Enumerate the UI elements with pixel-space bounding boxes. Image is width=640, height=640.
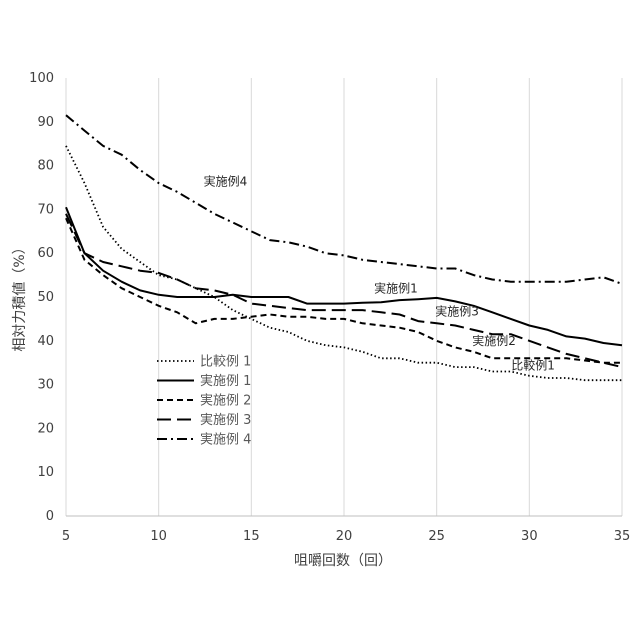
series-annotation: 比較例1 [511, 357, 555, 372]
x-tick-label: 20 [336, 529, 353, 544]
x-tick-label: 25 [428, 529, 445, 544]
y-axis-tick-labels: 0 10 20 30 40 50 60 70 80 90 100 [29, 71, 54, 524]
y-tick-label: 40 [37, 334, 54, 349]
y-tick-label: 80 [37, 159, 54, 174]
y-axis-title: 相対力積値（%） [12, 240, 28, 351]
y-tick-label: 0 [46, 509, 54, 524]
legend-label: 実施例 3 [200, 412, 251, 428]
series-annotation: 実施例1 [374, 281, 418, 296]
y-tick-label: 60 [37, 246, 54, 261]
y-tick-label: 10 [37, 465, 54, 480]
x-tick-label: 5 [62, 529, 70, 544]
series-annotation: 実施例2 [472, 333, 516, 348]
x-axis-title: 咀嚼回数（回） [294, 553, 392, 569]
y-tick-label: 20 [37, 421, 54, 436]
legend-label: 実施例 2 [200, 393, 251, 409]
x-tick-label: 10 [150, 529, 167, 544]
y-tick-label: 90 [37, 115, 54, 130]
y-tick-label: 50 [37, 290, 54, 305]
y-tick-label: 30 [37, 378, 54, 393]
x-tick-label: 30 [521, 529, 538, 544]
x-axis-tick-labels: 5 10 15 20 25 30 35 [62, 529, 630, 544]
legend-label: 比較例 1 [200, 355, 251, 370]
y-tick-label: 70 [37, 202, 54, 217]
vertical-gridlines [66, 78, 622, 516]
x-tick-label: 15 [243, 529, 260, 544]
series-annotations: 比較例1 実施例1 実施例2 実施例3 実施例4 [204, 173, 555, 372]
y-tick-label: 100 [29, 71, 54, 86]
x-tick-label: 35 [614, 529, 631, 544]
series-annotation: 実施例4 [204, 173, 248, 188]
legend-label: 実施例 1 [200, 373, 251, 389]
legend-label: 実施例 4 [200, 432, 251, 448]
legend: 比較例 1 実施例 1 実施例 2 実施例 3 実施例 4 [157, 355, 251, 448]
series-annotation: 実施例3 [435, 303, 479, 318]
